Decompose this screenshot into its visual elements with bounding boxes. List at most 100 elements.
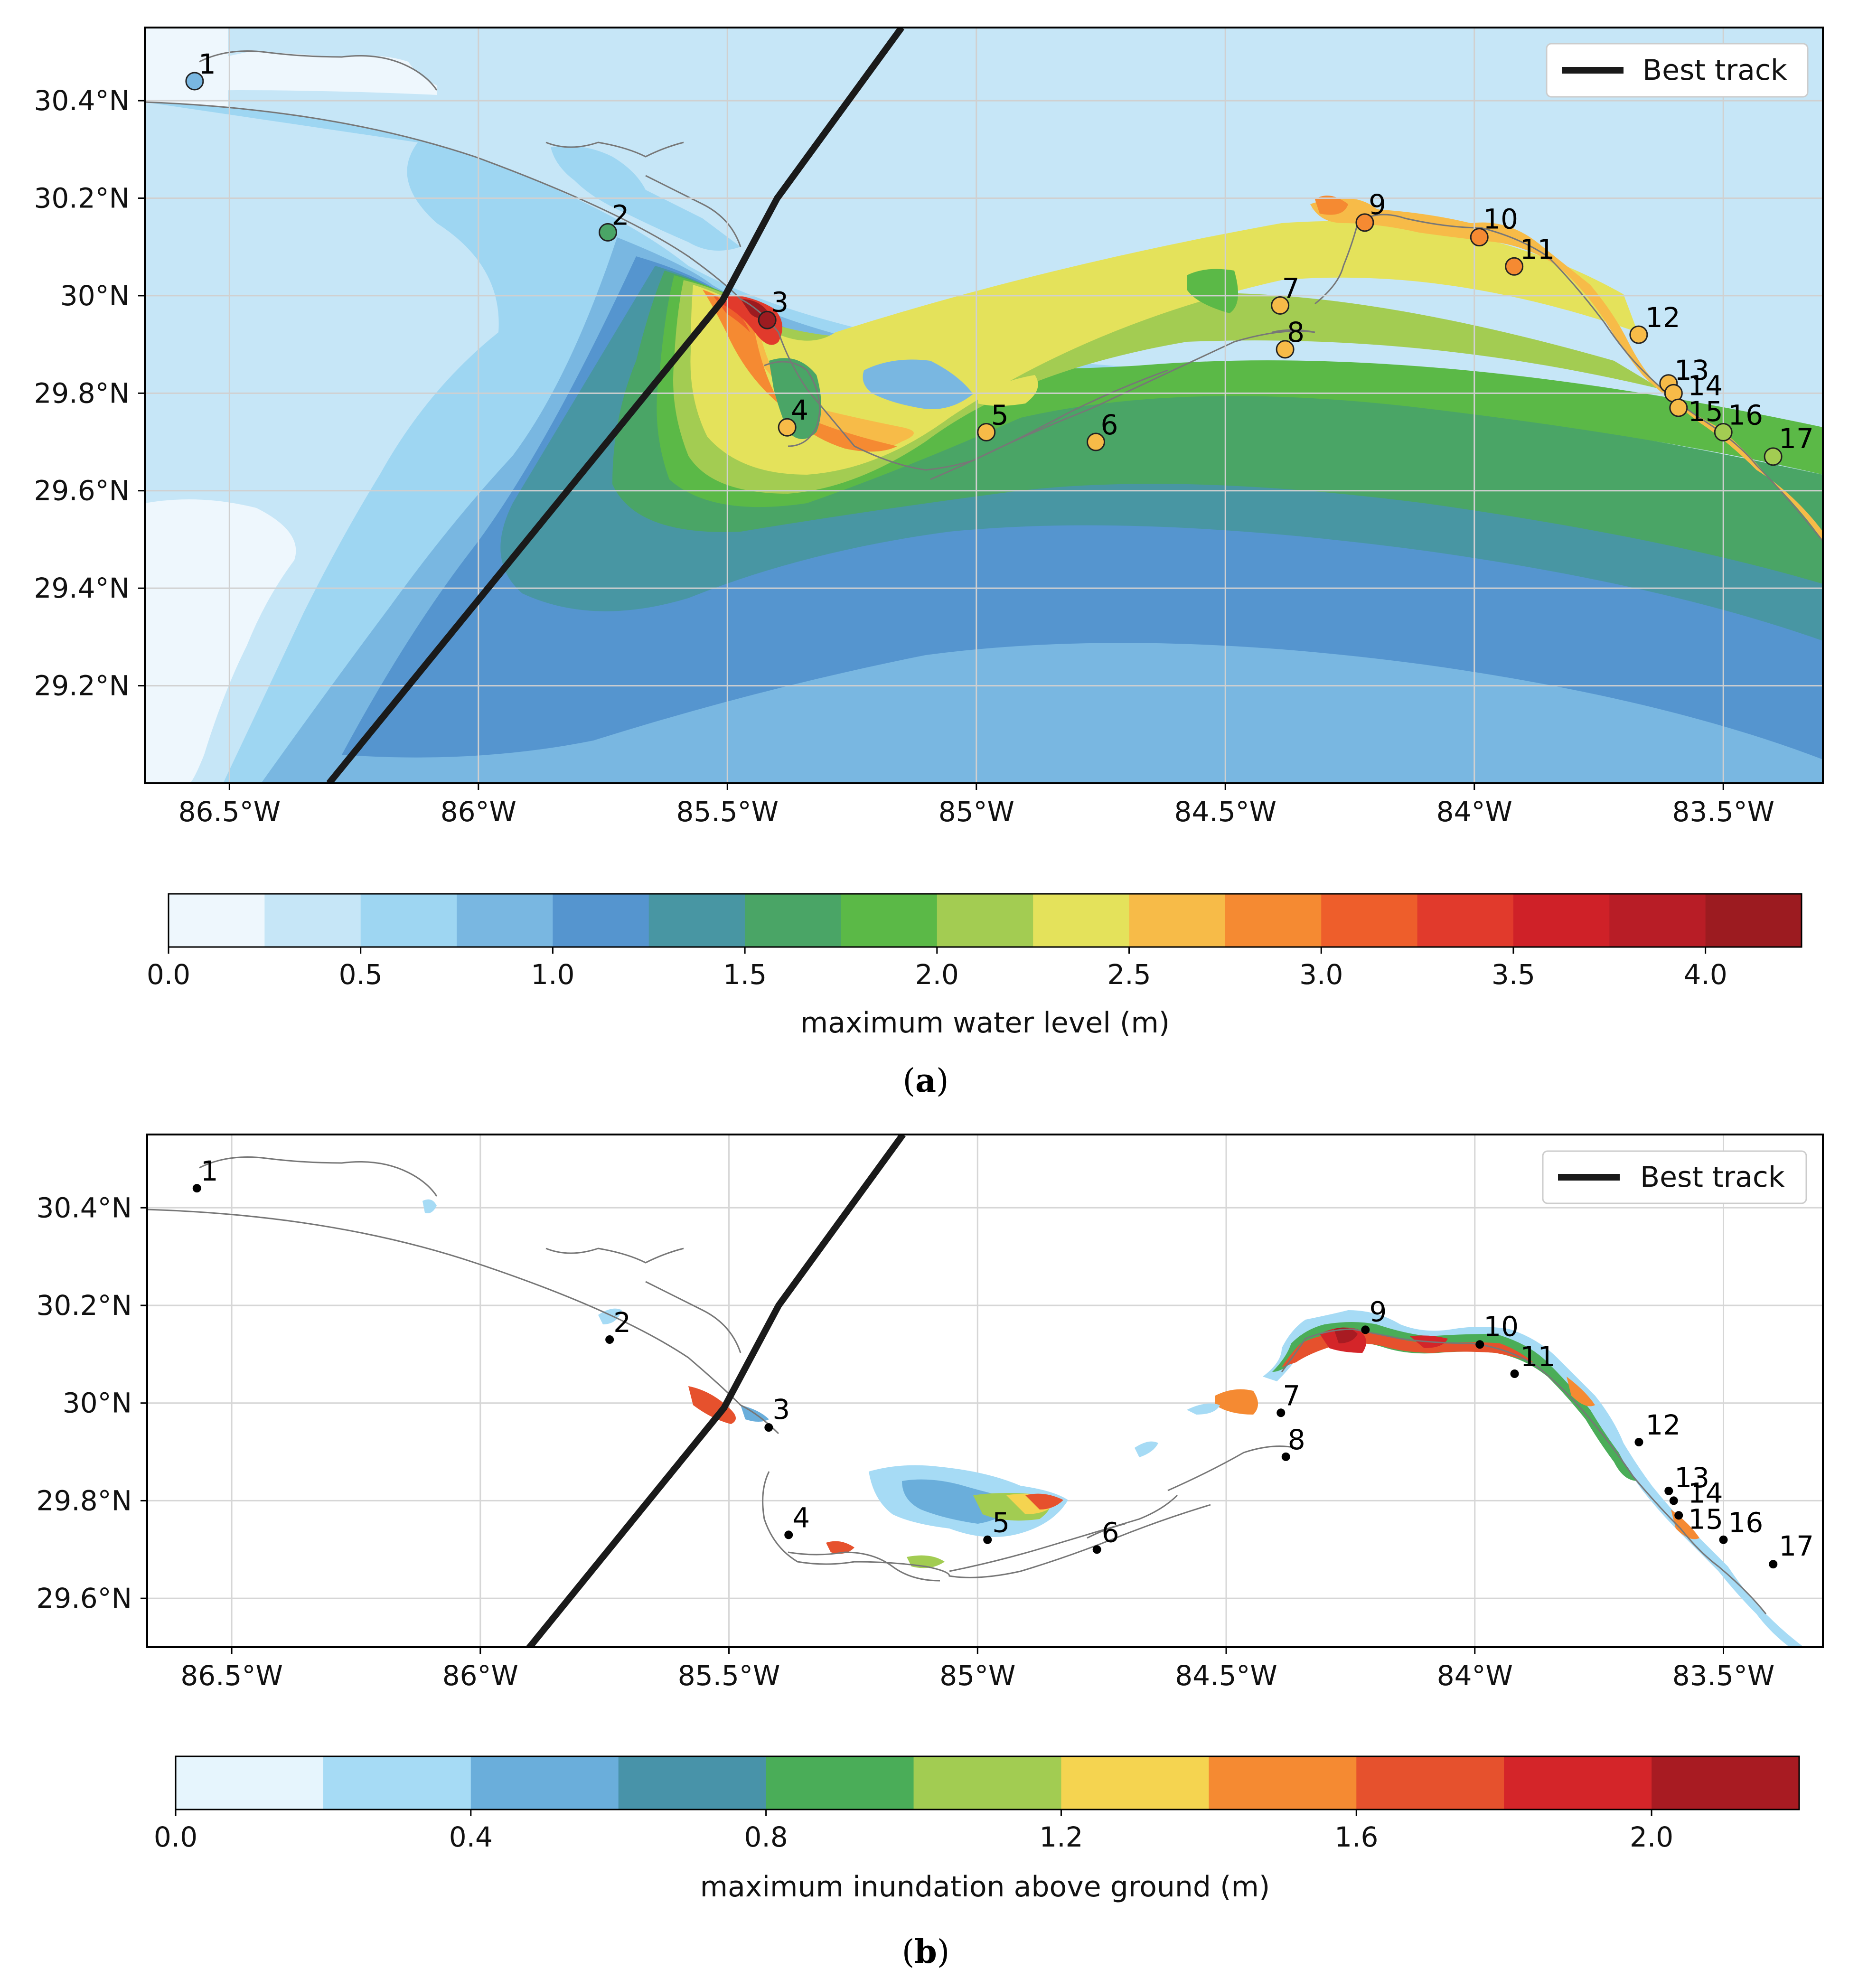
water-level-band-2.75 (703, 290, 897, 452)
panel-a-station-marker (1764, 447, 1783, 466)
legend-label: Best track (1643, 54, 1787, 87)
panel-a-station-label: 11 (1520, 233, 1555, 265)
panel-b-colorbar-segment (323, 1756, 471, 1810)
panel-b-coastline (147, 1156, 1767, 1614)
panel-a-colorbar-tick-label: 4.0 (1684, 958, 1727, 991)
panel-a-station-marker (1714, 422, 1733, 441)
panel-a-station-marker (977, 422, 996, 441)
panel-a-y-tick-label: 29.6°N (34, 475, 130, 507)
panel-a-colorbar-label: maximum water level (m) (800, 1006, 1170, 1040)
panel-b-y-tick-label: 30.4°N (36, 1191, 132, 1224)
panel-b-station-label: 10 (1483, 1310, 1519, 1342)
panel-b-x-tick-label: 84°W (1437, 1660, 1513, 1692)
panel-a-station-label: 16 (1728, 399, 1763, 431)
panel-b-colorbar: 0.0 0.4 0.8 1.2 1.6 2.0 (154, 1755, 1800, 1853)
panel-a-station-marker (778, 418, 797, 437)
panel-a-colorbar-tick-label: 0.0 (147, 958, 190, 991)
panel-b-colorbar-tick-label: 0.0 (154, 1821, 197, 1853)
panel-a-colorbar-tick-label: 1.5 (723, 958, 767, 991)
panel-a-y-tick-label: 29.2°N (34, 670, 130, 702)
panel-b-colorbar-segment (470, 1756, 619, 1810)
water-level-inland-1 (147, 52, 437, 95)
panel-a-y-tick-label: 29.4°N (34, 572, 130, 604)
panel-b-colorbar-tick-label: 0.8 (744, 1821, 788, 1853)
inundation-fringe-0.8 (1272, 1322, 1638, 1481)
water-level-band-0.0 (145, 499, 296, 783)
panel-b-x-tick-label: 86.5°W (180, 1660, 283, 1692)
panel-a-station-label: 7 (1282, 272, 1300, 304)
panel-a-colorbar-tick-label: 2.5 (1107, 958, 1151, 991)
panel-a-colorbar-segment (457, 894, 553, 947)
panel-a-colorbar-segment (1129, 894, 1226, 947)
panel-a-station-marker (185, 72, 204, 91)
panel-b-station-marker (1475, 1340, 1484, 1349)
panel-b-station-marker (1719, 1535, 1728, 1544)
panel-b-station-label: 8 (1288, 1424, 1305, 1456)
panel-a-station-label: 1 (198, 48, 216, 80)
panel-b-background (147, 1135, 1823, 1647)
panel-b-station-marker (983, 1535, 992, 1544)
panel-b-station-marker (1281, 1452, 1290, 1461)
panel-a-colorbar-tick-label: 1.0 (531, 958, 574, 991)
panel-b-station-marker (1510, 1369, 1519, 1378)
panel-a-station-marker (1669, 398, 1688, 417)
panel-a-colorbar-tick-label: 3.5 (1492, 958, 1535, 991)
panel-a-y-tick-label: 30°N (60, 280, 130, 312)
panel-a-station-marker (758, 310, 777, 329)
panel-b-x-tick-label: 85°W (939, 1660, 1015, 1692)
panel-a-colorbar-segment (1513, 894, 1610, 947)
panel-a-best-track (326, 28, 905, 783)
inundation-zone-mexico-beach (688, 1386, 736, 1424)
panel-b-station-label: 11 (1520, 1341, 1556, 1373)
panel-a-station-label: 3 (771, 286, 788, 318)
panel-a-colorbar-segment (937, 894, 1033, 947)
panel-a-x-tick-label: 83.5°W (1672, 796, 1774, 828)
panel-b-station-label: 6 (1102, 1516, 1119, 1548)
panel-b-station-marker (1634, 1438, 1643, 1446)
panel-a-x-tick-label: 85°W (939, 796, 1014, 828)
panel-a-station-marker (1276, 340, 1295, 359)
panel-b-station-label: 13 (1674, 1462, 1709, 1494)
panel-a-station-label: 4 (791, 394, 808, 426)
water-level-fringe-peak (1315, 196, 1348, 215)
panel-a-y-tick-label: 30.4°N (34, 84, 130, 117)
panel-a-colorbar-segment (1321, 894, 1418, 947)
water-level-fringe (1310, 198, 1823, 542)
panel-a-y-tick-label: 29.8°N (34, 377, 130, 409)
panel-b-station-label: 5 (992, 1507, 1010, 1539)
panel-b-colorbar-segment (1209, 1756, 1357, 1810)
panel-a-station-label: 14 (1688, 369, 1723, 402)
panel-b-y-tick-label: 29.8°N (36, 1484, 132, 1517)
panel-b-station-marker (605, 1335, 614, 1344)
panel-a-station-label: 15 (1688, 395, 1723, 428)
panel-b-colorbar-segment (1356, 1756, 1504, 1810)
panel-b-sublabel: (b) (902, 1933, 950, 1971)
panel-b-colorbar-frame (175, 1755, 1800, 1810)
panel-b-legend: Best track (1542, 1150, 1807, 1204)
panel-b-station-label: 1 (201, 1155, 218, 1187)
panel-b-station-label: 9 (1369, 1295, 1387, 1328)
water-level-band-3.5 (722, 294, 782, 345)
panel-b-y-tick-label: 29.6°N (36, 1582, 132, 1614)
panel-a-legend: Best track (1546, 43, 1809, 98)
panel-a-colorbar-segment (169, 894, 265, 947)
panel-b-station-marker (1664, 1486, 1673, 1495)
panel-b-station-marker (1361, 1325, 1370, 1334)
panel-b-station-label: 17 (1779, 1530, 1814, 1562)
water-level-inland-yellow (978, 375, 1038, 406)
panel-b-station-marker (192, 1184, 201, 1193)
panel-a-y-tick-label: 30.2°N (34, 182, 130, 214)
panel-a-colorbar: 0.0 0.5 1.0 1.5 2.0 2.5 3.0 3.5 4.0 (147, 893, 1802, 991)
panel-b-inundation (422, 1199, 1804, 1647)
panel-a-x-tick-label: 86.5°W (178, 796, 281, 828)
panel-b-station-label: 2 (613, 1306, 631, 1339)
panel-a-colorbar-segment (1225, 894, 1322, 947)
panel-b-colorbar-tick-label: 1.6 (1334, 1821, 1378, 1853)
panel-a-station-label: 17 (1779, 422, 1814, 455)
inundation-zone-7b (1187, 1403, 1220, 1415)
panel-b-colorbar-segment (618, 1756, 767, 1810)
panel-a-colorbar-segment (360, 894, 457, 947)
